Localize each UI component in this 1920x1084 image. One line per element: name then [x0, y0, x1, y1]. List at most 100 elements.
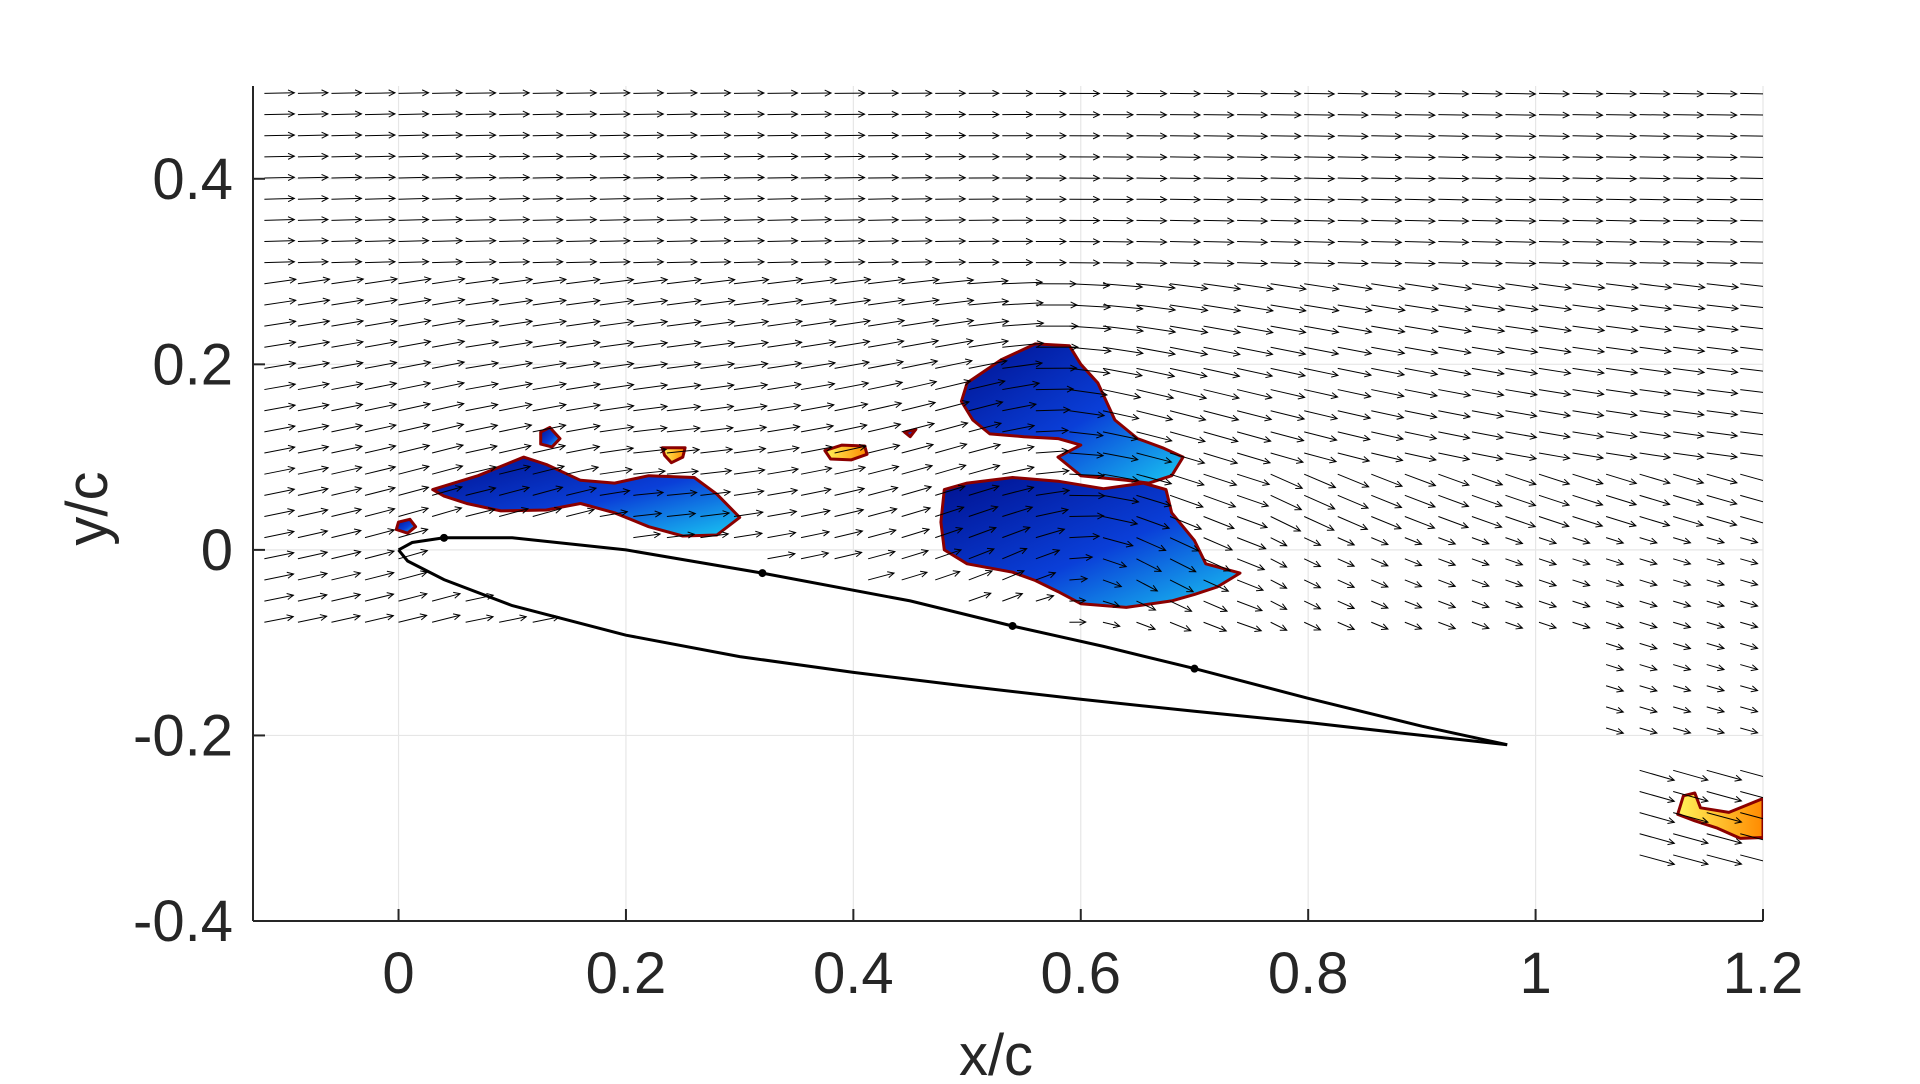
velocity-vector	[633, 276, 669, 285]
vector-shaft	[566, 509, 595, 517]
vector-shaft	[1002, 342, 1044, 348]
velocity-vector	[364, 89, 397, 97]
velocity-vector	[767, 381, 802, 391]
velocity-vector	[1404, 283, 1440, 292]
vector-shaft	[1673, 706, 1691, 713]
velocity-vector	[1538, 346, 1572, 355]
vector-shaft	[1337, 346, 1372, 355]
vector-shaft	[700, 113, 731, 116]
velocity-vector	[733, 110, 766, 118]
vector-head	[1448, 559, 1457, 567]
vector-head	[828, 339, 837, 347]
velocity-vector	[1035, 132, 1068, 140]
vector-head	[1200, 306, 1209, 314]
vector-shaft	[1740, 473, 1763, 482]
vector-shaft	[297, 509, 328, 517]
vector-shaft	[1203, 240, 1234, 243]
velocity-vector	[1304, 259, 1336, 267]
vector-shaft	[1237, 325, 1273, 334]
vector-shaft	[868, 402, 902, 412]
vector-head	[322, 276, 331, 284]
vector-head	[1361, 175, 1369, 183]
velocity-vector	[465, 614, 495, 623]
vector-head	[1595, 132, 1604, 140]
vector-shaft	[1471, 389, 1504, 396]
vector-head	[1750, 622, 1759, 629]
vector-head	[920, 549, 930, 556]
vector-head	[422, 401, 432, 409]
vector-shaft	[1169, 579, 1194, 593]
vector-head	[322, 360, 331, 368]
vector-head	[1126, 174, 1135, 182]
velocity-vector	[532, 360, 568, 369]
vector-shaft	[1236, 389, 1272, 399]
vector-head	[1768, 796, 1775, 802]
vector-head	[1596, 453, 1605, 461]
vector-shaft	[1673, 473, 1704, 484]
velocity-vector	[1605, 494, 1638, 507]
velocity-vector	[1236, 389, 1273, 400]
velocity-vector	[1371, 600, 1389, 609]
vector-shaft	[1069, 325, 1111, 330]
vector-shaft	[1203, 452, 1238, 464]
vector-head	[1629, 453, 1638, 461]
vector-head	[1163, 500, 1172, 508]
vector-shaft	[1404, 494, 1436, 508]
velocity-vector	[465, 297, 500, 306]
vector-head	[1696, 132, 1705, 140]
velocity-vector	[901, 527, 931, 539]
vector-shaft	[1606, 219, 1637, 222]
vector-head	[724, 467, 733, 475]
velocity-vector	[1237, 111, 1269, 119]
vector-shaft	[700, 261, 731, 264]
velocity-vector	[499, 297, 534, 306]
velocity-vector	[1002, 258, 1034, 266]
vector-shaft	[1639, 664, 1658, 671]
vector-head	[1464, 305, 1473, 313]
vector-shaft	[1538, 177, 1570, 180]
velocity-vector	[968, 318, 1010, 327]
velocity-vector	[264, 402, 297, 412]
vector-head	[925, 195, 933, 203]
velocity-vector	[364, 216, 397, 224]
vector-head	[1731, 325, 1739, 333]
vector-shaft	[801, 240, 832, 242]
vector-head	[1158, 544, 1167, 552]
vector-head	[1293, 525, 1302, 532]
vector-head	[1663, 389, 1672, 397]
velocity-vector	[1237, 132, 1269, 140]
vector-head	[626, 361, 635, 368]
velocity-vector	[1740, 304, 1763, 309]
velocity-vector	[1002, 465, 1035, 475]
vector-head	[952, 570, 961, 577]
pressure-tap-marker	[1190, 664, 1199, 673]
vector-shaft	[1404, 262, 1435, 265]
velocity-vector	[1740, 431, 1763, 436]
vector-head	[288, 339, 297, 347]
velocity-vector	[1303, 537, 1322, 546]
velocity-vector	[1639, 706, 1658, 714]
vector-shaft	[431, 382, 465, 391]
velocity-vector	[465, 131, 497, 139]
velocity-vector	[767, 195, 799, 203]
vector-shaft	[901, 465, 933, 475]
vector-head	[354, 195, 363, 203]
vector-head	[1059, 216, 1068, 224]
velocity-vector	[1740, 833, 1763, 841]
vector-head	[1696, 217, 1705, 225]
vector-head	[1036, 320, 1045, 328]
velocity-vector	[1639, 769, 1676, 782]
vector-head	[1193, 196, 1202, 204]
vector-head	[388, 258, 397, 266]
vector-head	[356, 339, 365, 347]
vector-head	[1700, 796, 1709, 803]
vector-shaft	[1169, 600, 1192, 612]
velocity-vector	[1673, 664, 1692, 672]
vector-shaft	[1337, 219, 1368, 222]
vector-head	[457, 339, 466, 346]
vector-shaft	[700, 219, 731, 221]
vector-head	[589, 110, 598, 118]
velocity-vector	[733, 530, 764, 539]
vector-head	[1016, 569, 1026, 577]
vector-head	[623, 237, 631, 245]
